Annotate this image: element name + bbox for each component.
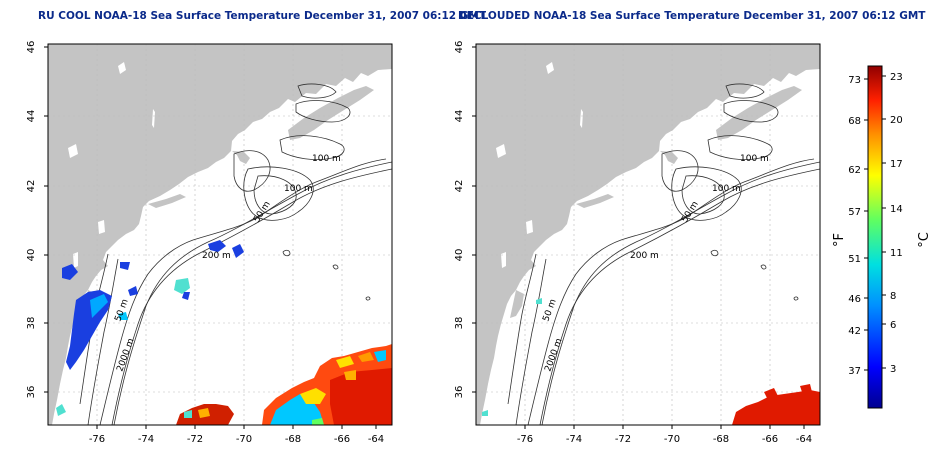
colorbar-c-tick: 17 bbox=[890, 159, 903, 170]
right-lat-label: 46 bbox=[454, 41, 465, 54]
right-contour-label-200: 200 m bbox=[630, 251, 659, 261]
left-lon-label: -66 bbox=[334, 434, 350, 445]
right-lon-label: -76 bbox=[517, 434, 533, 445]
right-lon-label: -64 bbox=[796, 434, 812, 445]
colorbar-c-tick: 23 bbox=[890, 72, 903, 83]
left-map-title: RU COOL NOAA-18 Sea Surface Temperature … bbox=[38, 10, 486, 22]
left-lon-label: -70 bbox=[236, 434, 252, 445]
left-lon-label: -68 bbox=[285, 434, 301, 445]
left-contour-label-100a: 100 m bbox=[312, 154, 341, 164]
colorbar-c-tick: 6 bbox=[890, 320, 896, 331]
colorbar-fahrenheit-label: °F bbox=[832, 233, 847, 247]
colorbar-f-tick: 42 bbox=[848, 326, 861, 337]
left-contour-label-200: 200 m bbox=[202, 251, 231, 261]
left-lon-label: -76 bbox=[89, 434, 105, 445]
right-contour-label-100a: 100 m bbox=[740, 154, 769, 164]
left-map: 100 m 100 m 50 m 200 m 50 m 2000 m -76 -… bbox=[26, 41, 393, 445]
colorbar-f-tick: 73 bbox=[848, 75, 861, 86]
left-lat-label: 40 bbox=[26, 249, 37, 262]
colorbar-gradient bbox=[867, 65, 883, 409]
left-map-sst-pixels bbox=[56, 240, 392, 425]
right-map: 100 m 100 m 50 m 200 m 50 m 2000 m -76 -… bbox=[454, 41, 821, 445]
left-lat-label: 36 bbox=[26, 386, 37, 399]
right-lat-label: 40 bbox=[454, 249, 465, 262]
right-lon-label: -74 bbox=[566, 434, 582, 445]
right-lat-label: 36 bbox=[454, 386, 465, 399]
left-lon-label: -74 bbox=[138, 434, 154, 445]
right-lon-label: -70 bbox=[664, 434, 680, 445]
colorbar: 73 68 62 57 51 46 42 37 23 20 17 14 11 8… bbox=[832, 65, 932, 409]
left-lat-label: 44 bbox=[26, 110, 37, 123]
colorbar-c-tick: 20 bbox=[890, 115, 903, 126]
right-lat-label: 42 bbox=[454, 180, 465, 193]
colorbar-f-tick: 46 bbox=[848, 294, 861, 305]
left-lat-label: 46 bbox=[26, 41, 37, 54]
colorbar-f-tick: 51 bbox=[848, 254, 861, 265]
left-lon-label: -64 bbox=[368, 434, 384, 445]
colorbar-f-tick: 57 bbox=[848, 207, 861, 218]
left-lat-label: 38 bbox=[26, 317, 37, 330]
colorbar-f-tick: 62 bbox=[848, 165, 861, 176]
right-lon-label: -68 bbox=[713, 434, 729, 445]
colorbar-c-tick: 11 bbox=[890, 248, 903, 259]
left-map-frame bbox=[47, 43, 393, 426]
colorbar-c-tick: 8 bbox=[890, 291, 896, 302]
colorbar-f-tick: 68 bbox=[848, 116, 861, 127]
right-map-sst-pixels bbox=[482, 298, 820, 425]
right-map-frame bbox=[475, 43, 821, 426]
left-lat-label: 42 bbox=[26, 180, 37, 193]
colorbar-c-tick: 3 bbox=[890, 364, 896, 375]
right-contour-label-100b: 100 m bbox=[712, 184, 741, 194]
right-lon-label: -72 bbox=[615, 434, 631, 445]
left-map-gridlines bbox=[48, 44, 392, 425]
colorbar-c-tick: 14 bbox=[890, 204, 903, 215]
colorbar-f-tick: 37 bbox=[848, 366, 861, 377]
right-lat-label: 44 bbox=[454, 110, 465, 123]
left-contour-label-100b: 100 m bbox=[284, 184, 313, 194]
right-lon-label: -66 bbox=[762, 434, 778, 445]
left-lon-label: -72 bbox=[187, 434, 203, 445]
right-lat-label: 38 bbox=[454, 317, 465, 330]
right-map-gridlines bbox=[476, 44, 820, 425]
colorbar-celsius-label: °C bbox=[917, 232, 932, 248]
right-map-title: DECLOUDED NOAA-18 Sea Surface Temperatur… bbox=[458, 10, 926, 22]
